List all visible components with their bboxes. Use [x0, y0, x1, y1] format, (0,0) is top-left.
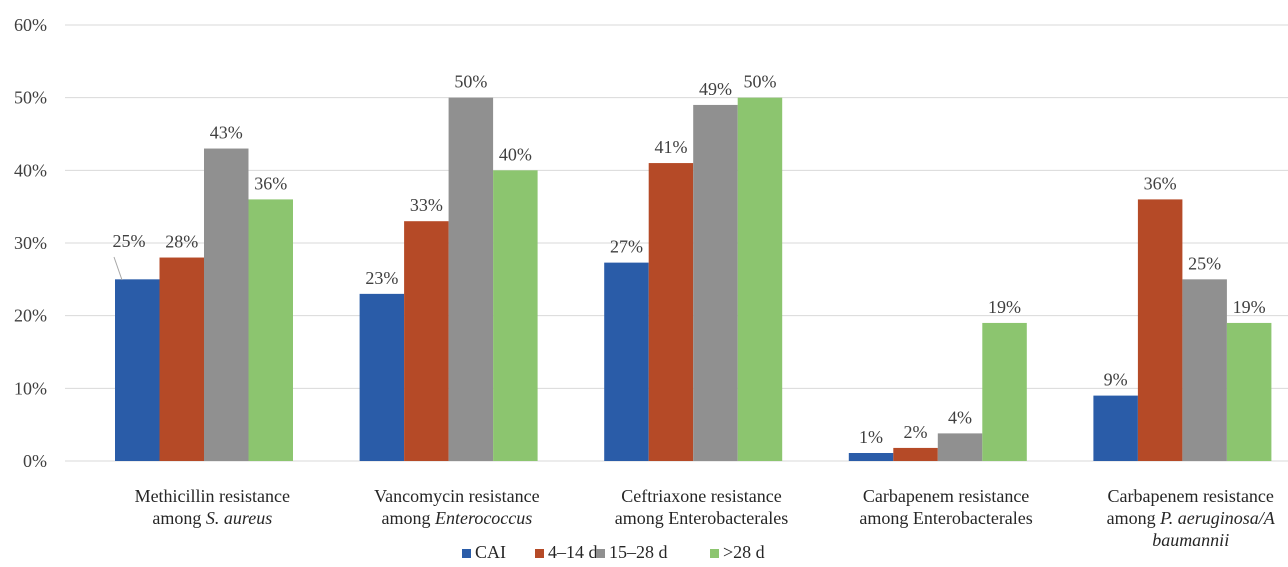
legend-swatch: [462, 549, 471, 558]
data-label: 25%: [113, 231, 146, 251]
category-label-part: among: [152, 508, 206, 528]
data-labels: 25% 28% 43% 36% 23% 33% 50% 40% 27% 41% 49% 50% 1% 2%…: [113, 72, 1266, 447]
category-label-part: P. aeruginosa/A: [1159, 508, 1276, 528]
category-label: among S. aureus: [152, 508, 272, 528]
data-label: 19%: [1233, 297, 1266, 317]
y-tick-label: 60%: [14, 15, 47, 35]
data-label: 27%: [610, 237, 643, 257]
category-label-part: among Enterobacterales: [615, 508, 788, 528]
bar: [493, 170, 538, 462]
data-label: 23%: [365, 268, 398, 288]
category-label-part: S. aureus: [206, 508, 272, 528]
bar: [1093, 395, 1138, 461]
legend-label: 4–14 d: [548, 542, 598, 562]
bar: [204, 148, 249, 462]
legend-swatch: [710, 549, 719, 558]
data-label: 43%: [210, 123, 243, 143]
y-tick-label: 50%: [14, 88, 47, 108]
category-label: Methicillin resistance: [135, 486, 290, 506]
category-label: Carbapenem resistance: [1107, 486, 1273, 506]
category-label-part: baumannii: [1152, 530, 1229, 550]
category-label-part: Carbapenem resistance: [863, 486, 1029, 506]
category-label: among Enterobacterales: [859, 508, 1032, 528]
category-label-part: among Enterobacterales: [859, 508, 1032, 528]
bar: [404, 221, 449, 461]
y-axis-ticks: 0% 10% 20% 30% 40% 50% 60%: [14, 15, 47, 471]
data-label: 19%: [988, 297, 1021, 317]
data-label: 40%: [499, 144, 532, 164]
bar: [1137, 199, 1183, 461]
y-tick-label: 10%: [14, 378, 47, 398]
bar: [693, 104, 738, 461]
category-label: among Enterobacterales: [615, 508, 788, 528]
category-label-part: Ceftriaxone resistance: [621, 486, 781, 506]
y-tick-label: 30%: [14, 233, 47, 253]
bar: [1226, 322, 1272, 461]
bar: [159, 257, 204, 461]
data-label: 41%: [654, 137, 687, 157]
bar: [448, 97, 494, 462]
category-label-part: Carbapenem resistance: [1107, 486, 1273, 506]
category-label: among P. aeruginosa/A: [1107, 508, 1276, 528]
data-label: 50%: [743, 72, 776, 92]
category-label-part: among: [382, 508, 436, 528]
bar: [982, 322, 1027, 461]
y-tick-label: 0%: [23, 451, 47, 471]
legend-label: CAI: [475, 542, 506, 562]
category-label-part: Methicillin resistance: [135, 486, 290, 506]
data-label: 50%: [454, 72, 487, 92]
data-label: 25%: [1188, 253, 1221, 273]
legend-swatch: [596, 549, 605, 558]
bar: [359, 293, 405, 461]
bars: [115, 97, 1272, 462]
category-label-part: among: [1107, 508, 1161, 528]
category-label-part: Enterococcus: [434, 508, 532, 528]
category-label: among Enterococcus: [382, 508, 533, 528]
data-label: 1%: [859, 427, 883, 447]
data-label: 2%: [904, 422, 928, 442]
legend-label: >28 d: [723, 542, 765, 562]
category-label: Ceftriaxone resistance: [621, 486, 781, 506]
category-label: Carbapenem resistance: [863, 486, 1029, 506]
category-label-part: Vancomycin resistance: [374, 486, 539, 506]
bar: [937, 433, 983, 461]
data-label: 36%: [1144, 173, 1177, 193]
data-label: 49%: [699, 79, 732, 99]
bar: [604, 262, 649, 461]
bar: [648, 163, 694, 462]
legend: CAI 4–14 d 15–28 d >28 d: [462, 542, 765, 562]
data-label: 4%: [948, 407, 972, 427]
bar: [115, 279, 160, 461]
category-label: baumannii: [1152, 530, 1229, 550]
y-tick-label: 40%: [14, 160, 47, 180]
legend-label: 15–28 d: [609, 542, 668, 562]
data-label: 33%: [410, 195, 443, 215]
data-label: 36%: [254, 173, 287, 193]
bar: [737, 97, 783, 462]
bar: [893, 447, 938, 461]
bar: [1182, 279, 1227, 461]
legend-swatch: [535, 549, 544, 558]
category-label: Vancomycin resistance: [374, 486, 539, 506]
bar: [248, 199, 293, 461]
bar: [848, 453, 894, 461]
y-tick-label: 20%: [14, 306, 47, 326]
data-label: 28%: [165, 232, 198, 252]
data-label: 9%: [1104, 370, 1128, 390]
leader-line: [113, 256, 123, 281]
